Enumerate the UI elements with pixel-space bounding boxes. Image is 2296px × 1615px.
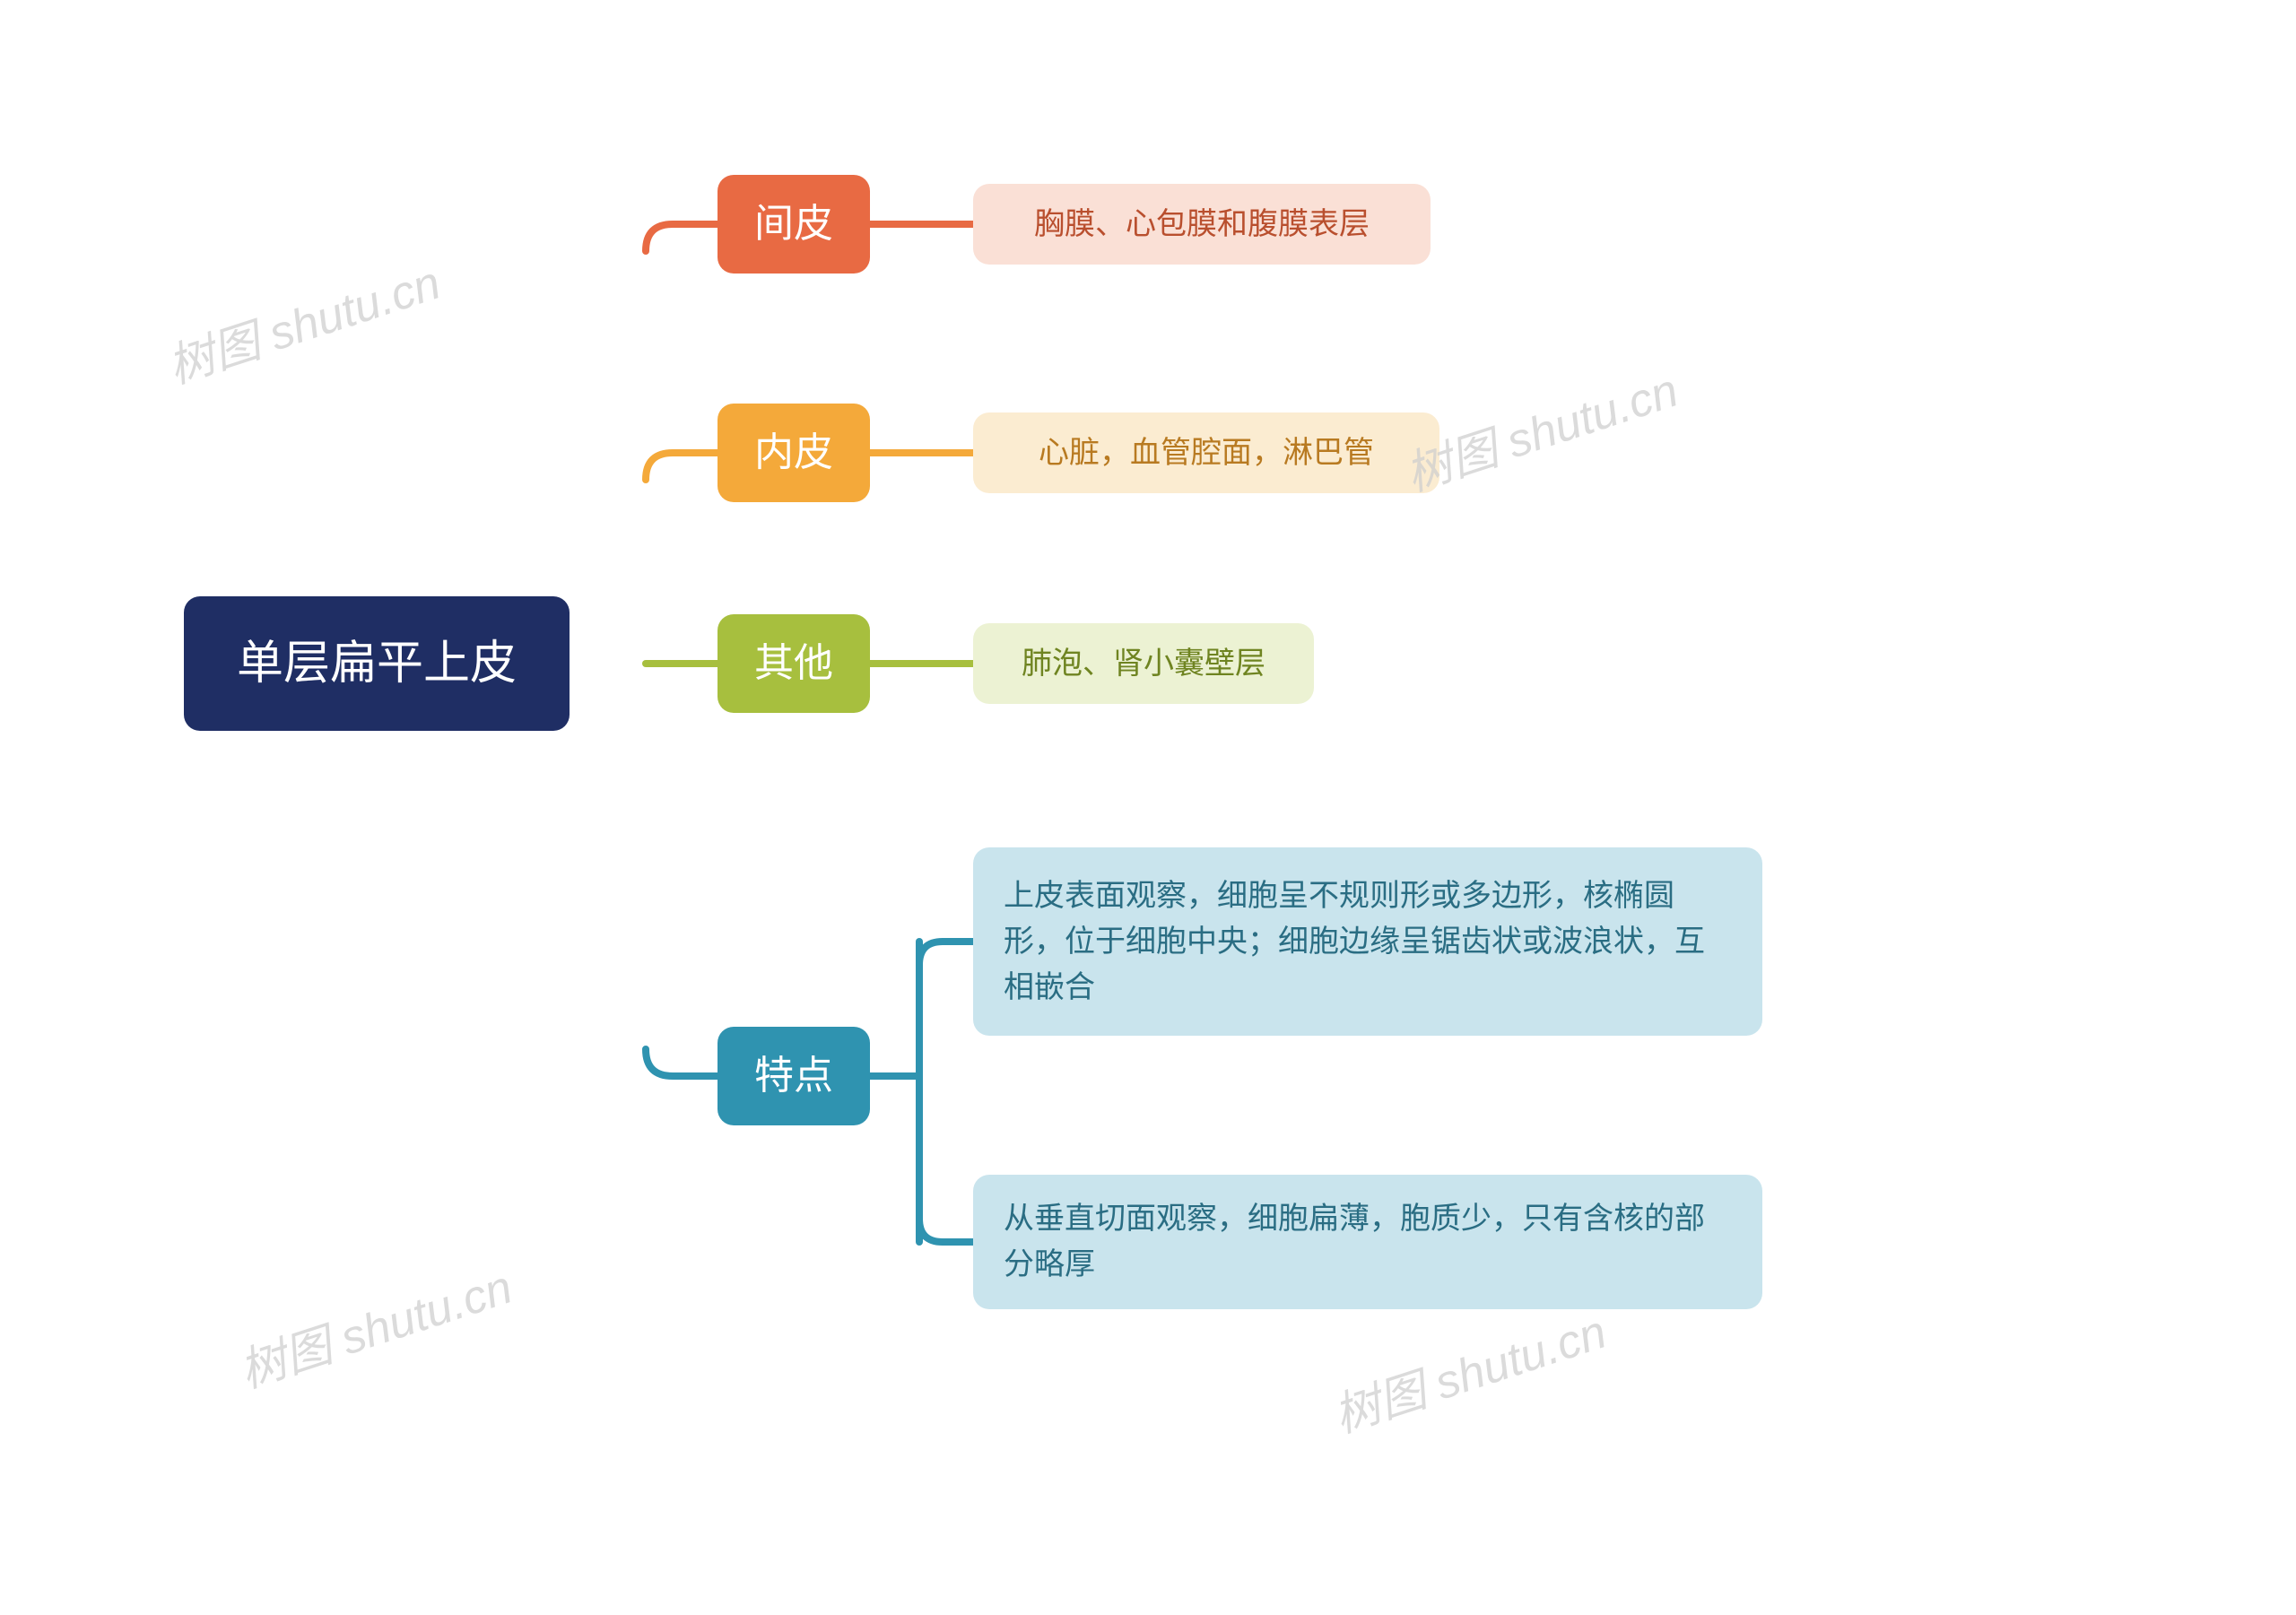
leaf-label: 从垂直切面观察，细胞扁薄，胞质少，只有含核的部分略厚 [1004,1196,1732,1288]
branch-node: 特点 [718,1027,870,1125]
branch-node: 间皮 [718,175,870,274]
mindmap-stage: 单层扁平上皮 间皮 胸膜、心包膜和腹膜表层内皮 心脏，血管腔面，淋巴管其他 肺泡、肾小… [0,0,2296,1615]
root-node: 单层扁平上皮 [184,596,570,731]
leaf-node: 胸膜、心包膜和腹膜表层 [973,184,1431,265]
leaf-node: 从垂直切面观察，细胞扁薄，胞质少，只有含核的部分略厚 [973,1175,1762,1309]
leaf-label: 心脏，血管腔面，淋巴管 [1039,430,1374,476]
branch-label: 内皮 [754,423,833,482]
root-label: 单层扁平上皮 [237,629,517,699]
watermark: 树图 shutu.cn [1324,1294,1613,1446]
branch-node: 其他 [718,614,870,713]
watermark: 树图 shutu.cn [158,245,448,396]
leaf-node: 肺泡、肾小囊壁层 [973,623,1314,704]
branch-node: 内皮 [718,404,870,502]
leaf-node: 上皮表面观察，细胞呈不规则形或多边形，核椭圆形，位于细胞中央；细胞边缘呈锯齿状或… [973,847,1762,1036]
branch-label: 其他 [754,634,833,693]
branch-label: 间皮 [754,195,833,254]
leaf-label: 肺泡、肾小囊壁层 [1022,641,1265,687]
leaf-label: 上皮表面观察，细胞呈不规则形或多边形，核椭圆形，位于细胞中央；细胞边缘呈锯齿状或… [1004,873,1732,1011]
leaf-label: 胸膜、心包膜和腹膜表层 [1034,202,1370,247]
watermark: 树图 shutu.cn [230,1249,519,1401]
branch-label: 特点 [754,1046,833,1106]
leaf-node: 心脏，血管腔面，淋巴管 [973,412,1439,493]
